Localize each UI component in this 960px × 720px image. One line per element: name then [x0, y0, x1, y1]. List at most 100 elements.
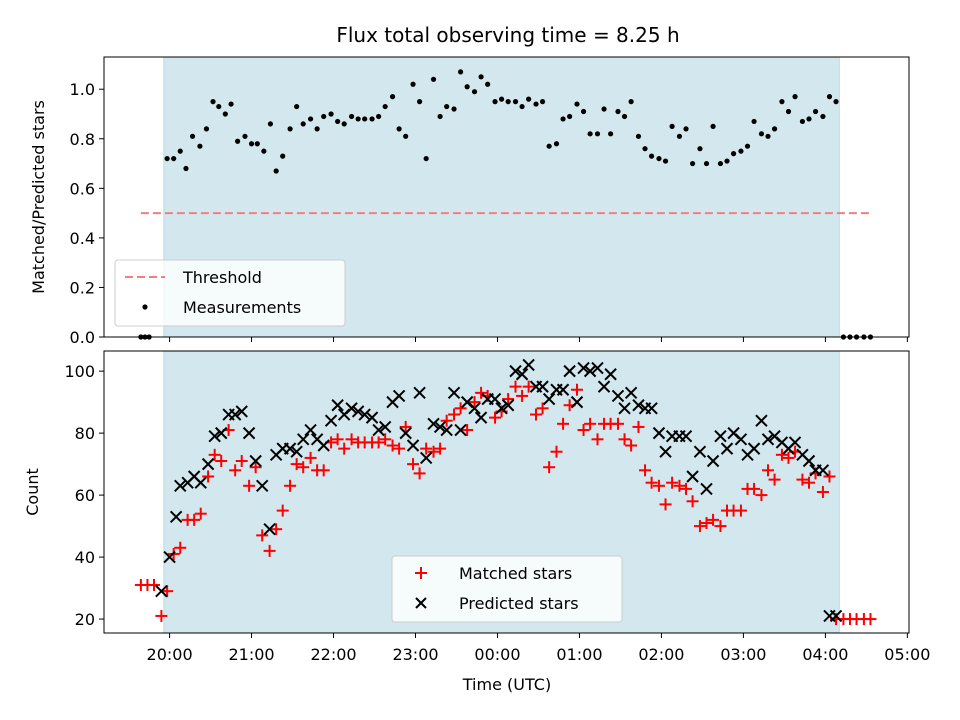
measurement-point [189, 133, 196, 139]
matched-star-point [448, 408, 461, 421]
measurement-point [689, 160, 696, 167]
matched-star-point [543, 461, 556, 474]
matched-star-point [461, 424, 474, 437]
matched-star-point [618, 433, 631, 446]
predicted-star-point [583, 364, 597, 378]
matched-star-point [734, 504, 747, 517]
legend-predicted-swatch [415, 597, 427, 609]
matched-star-point [557, 417, 570, 430]
measurement-point [362, 116, 368, 122]
matched-star-point [489, 411, 502, 424]
measurement-point [519, 103, 525, 110]
top-legend-box [114, 259, 346, 327]
measurement-point [335, 118, 341, 125]
matched-star-point [611, 417, 624, 430]
matched-star-point [276, 504, 289, 517]
matched-star-point [468, 396, 481, 409]
matched-star-point [372, 436, 385, 449]
measurement-point [355, 116, 361, 122]
measurement-point [376, 113, 382, 120]
matched-star-point [796, 473, 809, 486]
predicted-star-point [816, 464, 830, 477]
matched-star-point [762, 464, 775, 477]
predicted-star-point [427, 417, 440, 431]
measurement-point [254, 141, 260, 147]
top-y-axis-label: Matched/Predicted stars [29, 100, 48, 294]
predicted-star-point [317, 439, 330, 452]
predicted-star-point [734, 433, 748, 446]
measurement-point [171, 155, 177, 162]
measurement-point [567, 113, 573, 120]
measurement-point [389, 94, 396, 100]
legend-matched-swatch [415, 567, 427, 579]
matched-star-point [194, 507, 207, 520]
matched-star-point [659, 498, 672, 511]
matched-star-point [284, 479, 297, 492]
predicted-star-point [755, 414, 768, 427]
x-tick-label: 23:00 [392, 645, 438, 664]
measurement-point [177, 148, 183, 154]
x-tick-label: 20:00 [147, 645, 193, 664]
predicted-star-point [447, 386, 461, 400]
measurement-point [261, 148, 267, 154]
measurement-point [710, 123, 716, 129]
matched-star-point [625, 439, 638, 452]
predicted-star-point [399, 426, 412, 440]
legend-matched-label: Matched stars [459, 564, 572, 583]
predicted-star-point [194, 476, 207, 489]
predicted-star-point [163, 550, 176, 564]
legend-predicted-label: Predicted stars [459, 594, 579, 613]
measurement-point [669, 123, 675, 129]
top-y-tick-label: 0.4 [70, 229, 95, 248]
matched-star-point [686, 495, 699, 508]
measurement-point [812, 108, 819, 115]
predicted-star-point [686, 470, 699, 483]
matched-star-point [161, 585, 174, 598]
matched-star-point [714, 520, 727, 533]
matched-star-point [475, 386, 488, 399]
measurement-point [765, 133, 771, 139]
measurement-point [615, 108, 621, 115]
top-panel: 0.0 0.2 0.4 0.6 0.8 1.0 Matched/Predicted sta… [29, 56, 910, 347]
matched-star-point [427, 445, 440, 458]
matched-star-point [379, 433, 392, 446]
predicted-star-point [679, 430, 693, 443]
measurement-point [785, 108, 792, 115]
measurement-point [216, 103, 222, 110]
measurement-point [382, 103, 388, 110]
measurement-point [307, 116, 314, 122]
measurement-point [471, 89, 478, 95]
matched-star-point [755, 489, 768, 502]
bottom-y-tick-label: 40 [75, 548, 95, 567]
matched-star-point [297, 461, 310, 474]
predicted-star-point [542, 392, 556, 406]
predicted-star-point [495, 402, 508, 415]
measurement-point [410, 81, 416, 87]
top-y-tick-label: 0.2 [70, 278, 95, 297]
predicted-star-point [296, 433, 310, 446]
matched-star-point [550, 445, 563, 458]
measurement-point [744, 143, 751, 149]
matched-star-point [188, 513, 201, 526]
measurement-point [314, 126, 320, 132]
x-tick-label: 05:00 [884, 645, 930, 664]
predicted-star-point [577, 361, 590, 375]
predicted-star-point [488, 392, 502, 406]
matched-star-point [420, 442, 433, 455]
top-y-tick-label: 0.6 [70, 179, 95, 198]
matched-star-point [215, 455, 228, 468]
bottom-legend: Matched stars Predicted stars [391, 555, 623, 623]
matched-star-point [434, 442, 447, 455]
matched-star-point [338, 442, 351, 455]
top-y-tick-label: 1.0 [70, 80, 95, 99]
matched-star-point [229, 464, 242, 477]
predicted-star-point [618, 402, 631, 415]
measurement-point [505, 99, 511, 105]
measurement-point [164, 155, 170, 162]
predicted-star-point [358, 408, 371, 421]
matched-star-point [243, 479, 256, 492]
predicted-star-point [659, 445, 672, 458]
predicted-star-point [454, 423, 467, 437]
measurement-point [369, 116, 375, 122]
matched-star-point [632, 420, 645, 433]
